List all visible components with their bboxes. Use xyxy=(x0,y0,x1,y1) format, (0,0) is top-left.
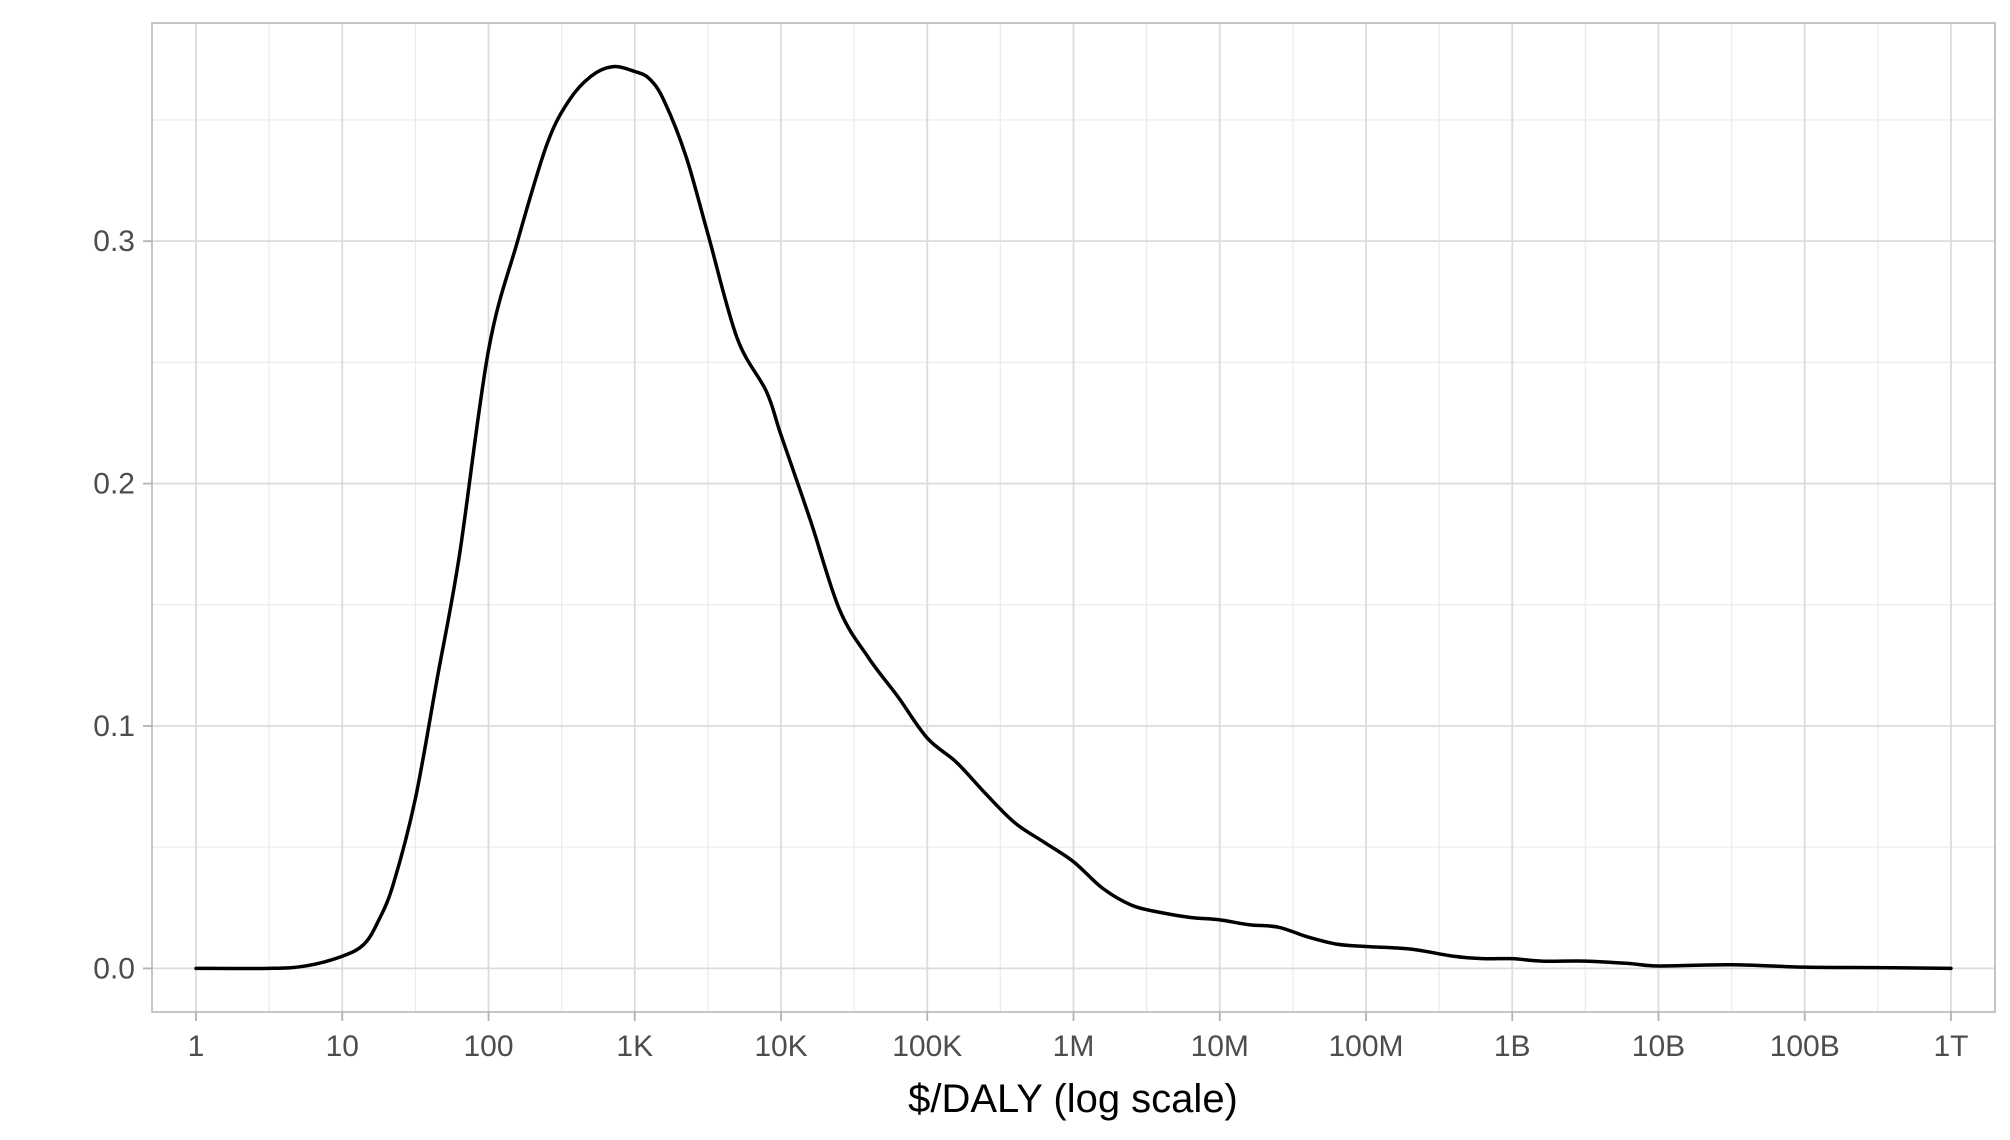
x-tick-label: 1K xyxy=(616,1030,653,1063)
x-tick-label: 1B xyxy=(1494,1030,1531,1063)
x-tick-label: 10M xyxy=(1191,1030,1249,1063)
y-axis: 0.0 0.1 0.2 0.3 xyxy=(93,225,152,985)
x-tick-label: 10 xyxy=(326,1030,359,1063)
x-tick-label: 100K xyxy=(892,1030,962,1063)
density-line xyxy=(194,64,1953,971)
x-tick-label: 100M xyxy=(1328,1030,1403,1063)
grid-major xyxy=(152,23,1995,1012)
x-tick-label: 1 xyxy=(188,1030,205,1063)
x-tick-label: 10K xyxy=(754,1030,807,1063)
x-tick-label: 10B xyxy=(1632,1030,1685,1063)
y-tick-label: 0.2 xyxy=(93,468,135,501)
x-tick-label: 100B xyxy=(1770,1030,1840,1063)
x-tick-label: 100 xyxy=(463,1030,513,1063)
x-axis-title: $/DALY (log scale) xyxy=(908,1077,1238,1121)
x-tick-label: 1M xyxy=(1053,1030,1095,1063)
x-axis: 1 10 100 1K 10K 100K 1M 10M 100M 1B 10B 100B 1T xyxy=(188,1012,1968,1063)
y-tick-label: 0.1 xyxy=(93,710,135,743)
x-tick-label: 1T xyxy=(1933,1030,1968,1063)
y-tick-label: 0.3 xyxy=(93,225,135,258)
y-tick-label: 0.0 xyxy=(93,952,135,985)
